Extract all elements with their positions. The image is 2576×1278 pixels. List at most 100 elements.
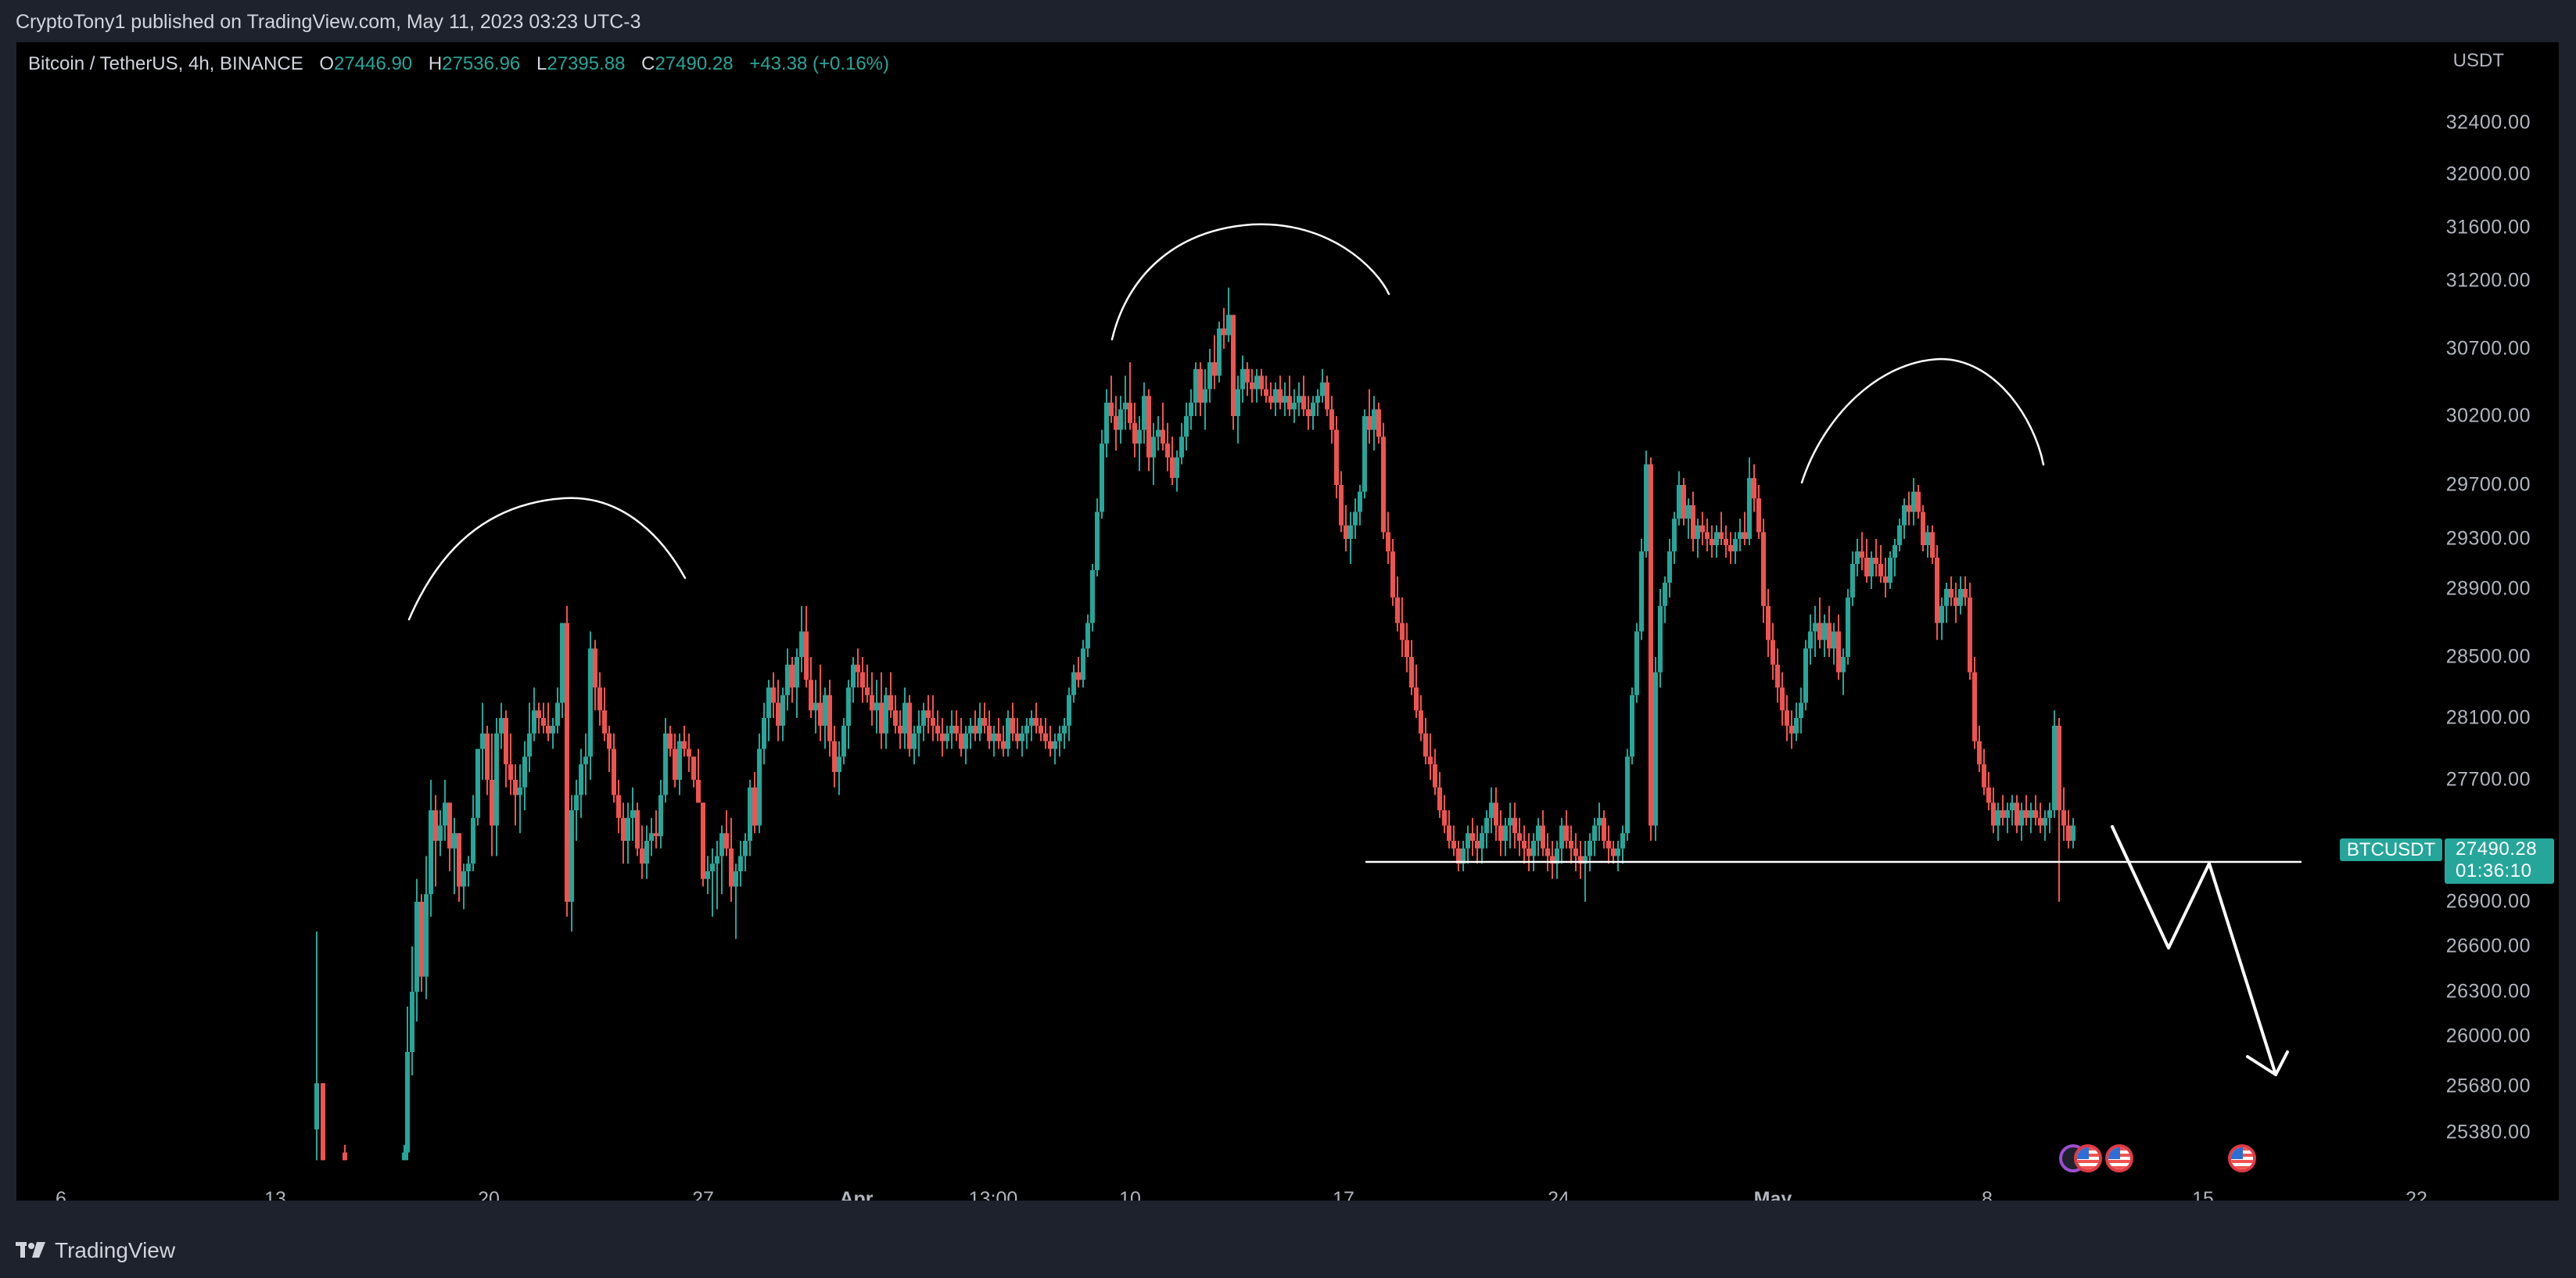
candle (823, 687, 827, 749)
candle (856, 648, 860, 687)
candle (813, 680, 818, 734)
last-price-tag: 27490.28 01:36:10 (2445, 838, 2554, 884)
symbol-name[interactable]: Bitcoin / TetherUS, 4h, BINANCE (28, 53, 303, 74)
price-tick-label: 29300.00 (2445, 527, 2531, 550)
candle (1780, 672, 1785, 726)
price-tick-label: 26000.00 (2445, 1025, 2531, 1047)
candle (738, 841, 743, 887)
candle (1536, 817, 1541, 856)
candle (1494, 787, 1498, 841)
candle (663, 718, 668, 803)
us-flag-event-icon[interactable] (2105, 1144, 2133, 1172)
candle (1714, 525, 1719, 558)
candle (1616, 841, 1620, 871)
candle (851, 657, 856, 703)
candle (1785, 695, 1789, 741)
candle (1963, 576, 1968, 606)
candle (414, 878, 419, 1021)
candle (1315, 389, 1320, 416)
candle (1550, 841, 1555, 879)
candle (1423, 718, 1428, 765)
candle (1362, 409, 1367, 499)
candle (1986, 772, 1991, 810)
candle (2038, 802, 2043, 834)
candle (1747, 457, 1752, 545)
candle (429, 780, 433, 917)
candle (1165, 422, 1170, 472)
arrow-head-icon[interactable] (2246, 1050, 2289, 1076)
candle (1893, 539, 1897, 576)
candle (1085, 614, 1090, 657)
candle (1179, 422, 1184, 465)
us-flag-event-icon[interactable] (2074, 1144, 2102, 1172)
footer-brand[interactable]: TradingView (16, 1238, 175, 1263)
candle (1517, 817, 1522, 856)
candle (1123, 375, 1128, 430)
candle (1301, 375, 1306, 416)
candle (1348, 512, 1353, 564)
candle (504, 710, 508, 788)
candle (1222, 307, 1226, 349)
candle (635, 802, 640, 856)
candle (612, 733, 616, 803)
candle (1329, 396, 1334, 444)
open-label: O (319, 53, 335, 74)
candle (1860, 532, 1864, 570)
candle (621, 802, 626, 864)
bar-countdown: 01:36:10 (2456, 860, 2532, 881)
low-value: 27395.88 (547, 53, 626, 74)
candle (771, 672, 776, 718)
candle (1264, 375, 1268, 403)
candle (1433, 748, 1437, 795)
candle (522, 741, 527, 810)
candle (841, 718, 846, 765)
time-tick-label: 20 (478, 1188, 500, 1201)
candle (2033, 795, 2038, 826)
candle (710, 848, 715, 917)
head-arc-drawing[interactable] (1110, 223, 1390, 341)
candlestick-plot[interactable] (16, 42, 2559, 1201)
candle (719, 825, 724, 895)
chart-area[interactable]: Bitcoin / TetherUS, 4h, BINANCE O27446.9… (16, 42, 2559, 1201)
candle (2061, 787, 2066, 841)
candle (532, 687, 536, 741)
candle (2029, 802, 2033, 834)
projection-path-drawing[interactable] (2111, 825, 2277, 1076)
candle (1475, 825, 1480, 864)
candle (1724, 525, 1728, 558)
candle (837, 741, 841, 795)
candle (644, 825, 649, 879)
candle (724, 810, 729, 856)
candle (1742, 512, 1747, 545)
candle (1958, 576, 1963, 615)
symbol-price-tag: BTCUSDT (2340, 838, 2442, 861)
candle (1189, 389, 1193, 430)
candle (461, 863, 466, 910)
candle (668, 725, 673, 757)
last-price-value: 27490.28 (2456, 838, 2538, 860)
currency-label[interactable]: USDT (2452, 50, 2504, 71)
left-shoulder-arc-drawing[interactable] (407, 497, 687, 621)
candle (1024, 718, 1029, 749)
candle (1250, 368, 1254, 403)
candle (1297, 382, 1301, 416)
candle (518, 764, 522, 834)
candle (1503, 817, 1508, 856)
candle (1067, 687, 1071, 741)
candle (846, 680, 851, 749)
right-shoulder-arc-drawing[interactable] (1800, 357, 2045, 484)
candle (1400, 597, 1405, 657)
candle (1456, 841, 1461, 871)
candle (1588, 833, 1592, 871)
candle (893, 695, 898, 734)
time-tick-label: 24 (1548, 1188, 1570, 1201)
us-flag-event-icon[interactable] (2228, 1144, 2256, 1172)
candle (1921, 504, 1925, 551)
candle (1006, 710, 1010, 757)
candle (499, 702, 504, 749)
candle (1325, 375, 1329, 416)
candle (1925, 525, 1930, 558)
candle (1653, 657, 1658, 841)
candle (1625, 748, 1630, 841)
candle (1649, 457, 1653, 841)
